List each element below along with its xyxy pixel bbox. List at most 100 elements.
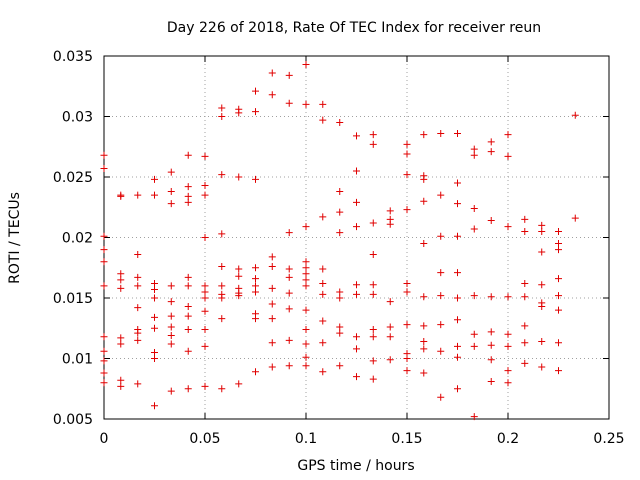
data-point — [100, 369, 108, 377]
data-point — [403, 171, 411, 179]
data-point — [184, 273, 192, 281]
data-point — [369, 325, 377, 333]
data-point — [252, 108, 259, 116]
data-point — [369, 131, 377, 139]
data-point — [555, 367, 562, 375]
x-tick-label: 0.25 — [593, 431, 624, 447]
data-point — [235, 265, 243, 273]
data-point — [521, 359, 529, 367]
data-point — [487, 328, 495, 336]
data-point — [218, 113, 226, 120]
data-point — [336, 288, 344, 296]
data-point — [538, 302, 546, 310]
data-point — [285, 71, 293, 79]
data-point — [218, 315, 226, 323]
chart-title: Day 226 of 2018, Rate Of TEC Index for r… — [167, 20, 541, 36]
data-point — [487, 217, 495, 225]
data-point — [504, 152, 512, 160]
data-point — [369, 357, 377, 365]
data-point — [151, 313, 158, 321]
data-point — [369, 281, 377, 289]
data-point — [437, 292, 445, 300]
data-point — [201, 234, 209, 241]
data-point — [167, 298, 175, 306]
data-point — [285, 305, 293, 313]
data-point — [151, 286, 158, 294]
data-point — [285, 229, 293, 237]
data-point — [369, 219, 377, 227]
data-point — [134, 282, 142, 290]
data-point — [252, 264, 259, 272]
data-point — [420, 175, 428, 183]
x-tick-label: 0.1 — [295, 431, 317, 447]
data-point — [302, 276, 310, 284]
data-point — [470, 292, 478, 300]
data-point — [437, 232, 445, 240]
data-point — [353, 290, 360, 298]
data-point — [555, 292, 562, 300]
data-point — [336, 229, 344, 237]
data-point — [268, 69, 276, 77]
data-point — [420, 240, 428, 248]
data-point — [403, 279, 411, 287]
grid — [104, 56, 609, 419]
data-point — [521, 215, 529, 223]
data-point — [504, 131, 512, 139]
data-point — [437, 347, 445, 355]
data-point — [218, 294, 226, 302]
data-point — [487, 138, 495, 146]
data-point — [302, 100, 310, 108]
data-point — [285, 273, 293, 281]
data-point — [555, 339, 562, 347]
data-point — [100, 357, 108, 365]
data-point — [201, 294, 209, 302]
data-point — [538, 281, 546, 289]
data-point — [285, 289, 293, 297]
data-point — [487, 293, 495, 301]
data-point — [117, 276, 125, 284]
x-tick-label: 0.05 — [189, 431, 220, 447]
data-point — [487, 341, 495, 349]
data-point — [184, 325, 192, 333]
data-point — [302, 270, 310, 278]
data-point — [235, 292, 243, 300]
data-point — [184, 151, 192, 159]
data-point — [437, 269, 445, 277]
data-point — [285, 362, 293, 370]
data-point — [369, 375, 377, 383]
data-point — [100, 165, 108, 173]
data-point — [218, 104, 226, 112]
data-point — [538, 248, 546, 256]
data-point — [268, 253, 276, 261]
data-point — [353, 167, 360, 175]
data-point — [521, 322, 529, 330]
data-point — [420, 322, 428, 330]
data-point — [336, 362, 344, 370]
data-point — [151, 175, 158, 183]
y-tick-label: 0.025 — [53, 170, 93, 186]
data-point — [167, 387, 175, 395]
data-point — [100, 258, 108, 266]
data-point — [285, 265, 293, 273]
data-point — [487, 377, 495, 385]
data-point — [184, 347, 192, 355]
data-point — [454, 385, 461, 393]
data-point — [386, 356, 394, 364]
y-tick-label: 0.03 — [62, 110, 93, 126]
x-tick-label: 0.15 — [391, 431, 422, 447]
data-point — [386, 220, 394, 228]
data-point — [470, 151, 478, 159]
data-point — [201, 342, 209, 350]
data-point — [235, 272, 243, 280]
data-point — [117, 192, 125, 200]
data-point — [184, 312, 192, 320]
data-point — [218, 282, 226, 290]
data-point — [487, 356, 495, 364]
data-point — [571, 214, 579, 222]
data-point — [201, 307, 209, 315]
data-point — [403, 206, 411, 214]
data-point — [538, 221, 546, 229]
data-point — [268, 263, 276, 271]
data-point — [336, 329, 344, 337]
data-point — [555, 227, 562, 235]
